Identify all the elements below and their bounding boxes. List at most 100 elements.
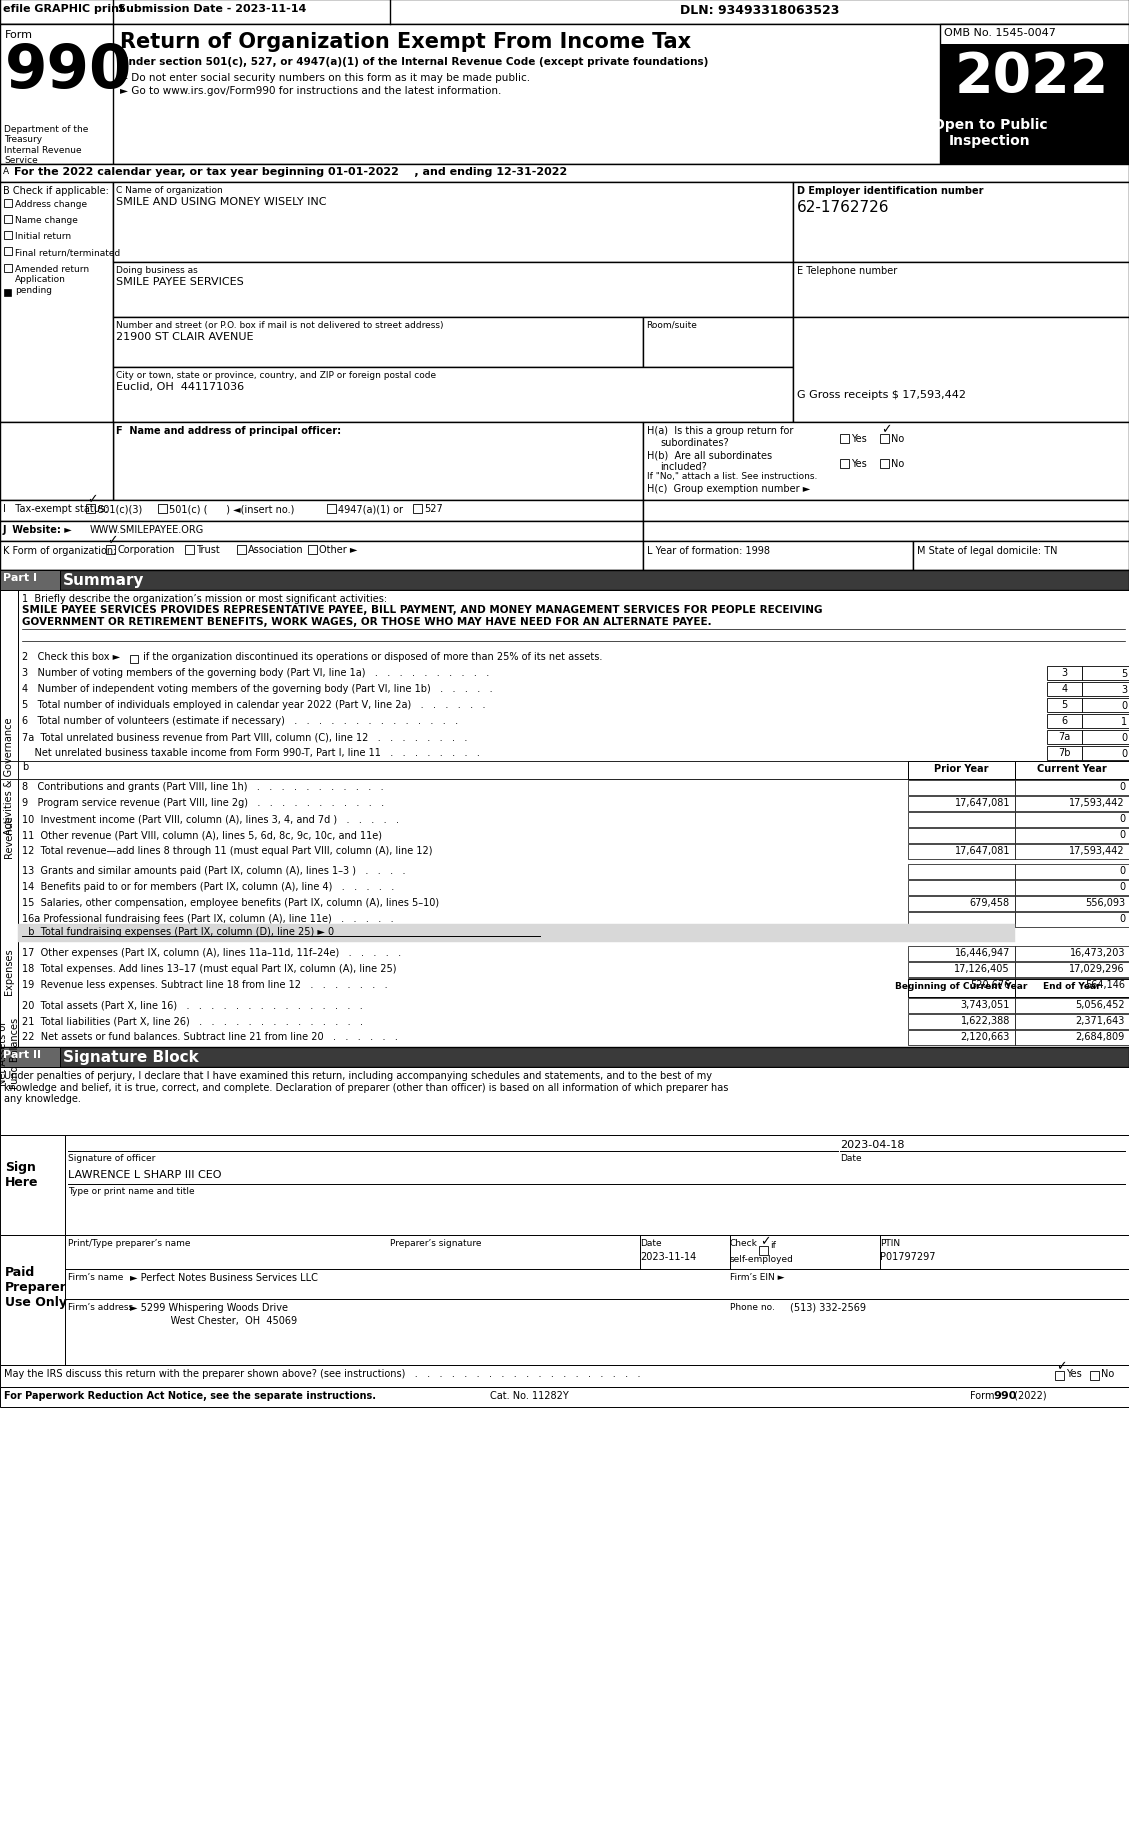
Text: Revenue: Revenue [5,814,14,858]
Text: ► Perfect Notes Business Services LLC: ► Perfect Notes Business Services LLC [130,1272,318,1283]
Bar [644,423,1129,501]
Text: 0: 0 [1119,866,1124,875]
Text: 6   Total number of volunteers (estimate if necessary)   .   .   .   .   .   .  : 6 Total number of volunteers (estimate i… [21,716,458,727]
Text: 5: 5 [1121,668,1127,679]
Text: efile GRAPHIC print: efile GRAPHIC print [3,4,124,15]
Text: 19  Revenue less expenses. Subtract line 18 from line 12   .   .   .   .   .   .: 19 Revenue less expenses. Subtract line … [21,979,387,990]
Bar [308,545,317,554]
Bar [65,1235,1129,1365]
Text: 10  Investment income (Part VIII, column (A), lines 3, 4, and 7d )   .   .   .  : 10 Investment income (Part VIII, column … [21,814,399,824]
Bar [0,1365,1129,1387]
Bar [0,571,60,591]
Text: 17,647,081: 17,647,081 [954,798,1010,807]
Text: if the organization discontinued its operations or disposed of more than 25% of : if the organization discontinued its ope… [140,651,603,662]
Bar [908,844,1015,860]
Bar [0,1135,65,1235]
Text: 0: 0 [1121,732,1127,743]
Bar [793,318,1129,423]
Bar [1082,666,1129,681]
Bar [1015,844,1129,860]
Bar [0,1387,1129,1407]
Bar [0,571,1129,591]
Text: 16a Professional fundraising fees (Part IX, column (A), line 11e)   .   .   .   : 16a Professional fundraising fees (Part … [21,913,394,924]
Bar [908,829,1015,844]
Text: 990: 990 [5,42,132,101]
Bar [1047,730,1082,745]
Text: ✓: ✓ [87,492,97,505]
Bar [1015,979,1129,994]
Bar [1047,666,1082,681]
Text: Form: Form [5,29,33,40]
Bar [908,979,1015,994]
Text: Paid
Preparer
Use Only: Paid Preparer Use Only [5,1265,67,1308]
Text: No: No [891,459,904,468]
Text: For the 2022 calendar year, or tax year beginning 01-01-2022    , and ending 12-: For the 2022 calendar year, or tax year … [14,167,567,178]
Text: Net Assets or
Fund Balances: Net Assets or Fund Balances [0,1017,20,1089]
Text: Yes: Yes [1066,1369,1082,1378]
Text: 11  Other revenue (Part VIII, column (A), lines 5, 6d, 8c, 9c, 10c, and 11e): 11 Other revenue (Part VIII, column (A),… [21,829,382,840]
Text: Corporation: Corporation [117,545,175,554]
Bar [0,1235,65,1365]
Bar [908,924,1015,942]
Bar [908,864,1015,880]
Text: ✓: ✓ [1056,1360,1066,1372]
Bar [793,264,1129,318]
Text: Beginning of Current Year: Beginning of Current Year [895,981,1027,990]
Bar [908,946,1015,961]
Text: Date: Date [840,1153,861,1162]
Bar [1015,829,1129,844]
Text: 17,593,442: 17,593,442 [1069,798,1124,807]
Bar [113,423,644,501]
Bar [185,545,194,554]
Text: Association: Association [248,545,304,554]
Bar [908,999,1015,1014]
Bar [1015,880,1129,895]
Bar [1054,1371,1064,1380]
Text: 0: 0 [1121,748,1127,759]
Text: if: if [770,1241,776,1250]
Text: (2022): (2022) [1010,1391,1047,1400]
Bar [65,1135,1129,1235]
Bar [113,264,793,318]
Text: 21900 ST CLAIR AVENUE: 21900 ST CLAIR AVENUE [116,331,254,342]
Bar [1015,979,1129,997]
Text: Firm’s name: Firm’s name [68,1272,123,1281]
Text: DLN: 93493318063523: DLN: 93493318063523 [680,4,839,16]
Bar [908,963,1015,977]
Text: Expenses: Expenses [5,948,14,996]
Text: PTIN: PTIN [879,1239,900,1248]
Text: D Employer identification number: D Employer identification number [797,187,983,196]
Bar [0,0,1129,26]
Bar [908,1014,1015,1030]
Bar [908,1030,1015,1045]
Bar [644,522,1129,542]
Text: 501(c) (      ) ◄(insert no.): 501(c) ( ) ◄(insert no.) [169,503,295,514]
Text: 679,458: 679,458 [970,897,1010,908]
Bar [106,545,115,554]
Text: 0: 0 [1119,829,1124,840]
Bar [1047,699,1082,712]
Bar [0,26,113,165]
Text: Cat. No. 11282Y: Cat. No. 11282Y [490,1391,569,1400]
Bar [940,26,1129,165]
Text: 62-1762726: 62-1762726 [797,199,890,214]
Bar [1015,761,1129,780]
Text: Check: Check [730,1239,758,1248]
Bar [113,368,793,423]
Text: H(c)  Group exemption number ►: H(c) Group exemption number ► [647,483,811,494]
Text: City or town, state or province, country, and ZIP or foreign postal code: City or town, state or province, country… [116,371,436,381]
Text: 17  Other expenses (Part IX, column (A), lines 11a–11d, 11f–24e)   .   .   .   .: 17 Other expenses (Part IX, column (A), … [21,948,401,957]
Text: 17,647,081: 17,647,081 [954,845,1010,856]
Bar [1015,913,1129,928]
Bar [5,216,12,223]
Bar [908,761,1015,780]
Bar [5,199,12,209]
Bar [759,1246,768,1255]
Bar [1015,946,1129,961]
Text: 0: 0 [1119,814,1124,824]
Bar [5,247,12,256]
Text: 2023-04-18: 2023-04-18 [840,1140,904,1149]
Text: Type or print name and title: Type or print name and title [68,1186,194,1195]
Text: ✓: ✓ [107,533,117,547]
Text: Date: Date [640,1239,662,1248]
